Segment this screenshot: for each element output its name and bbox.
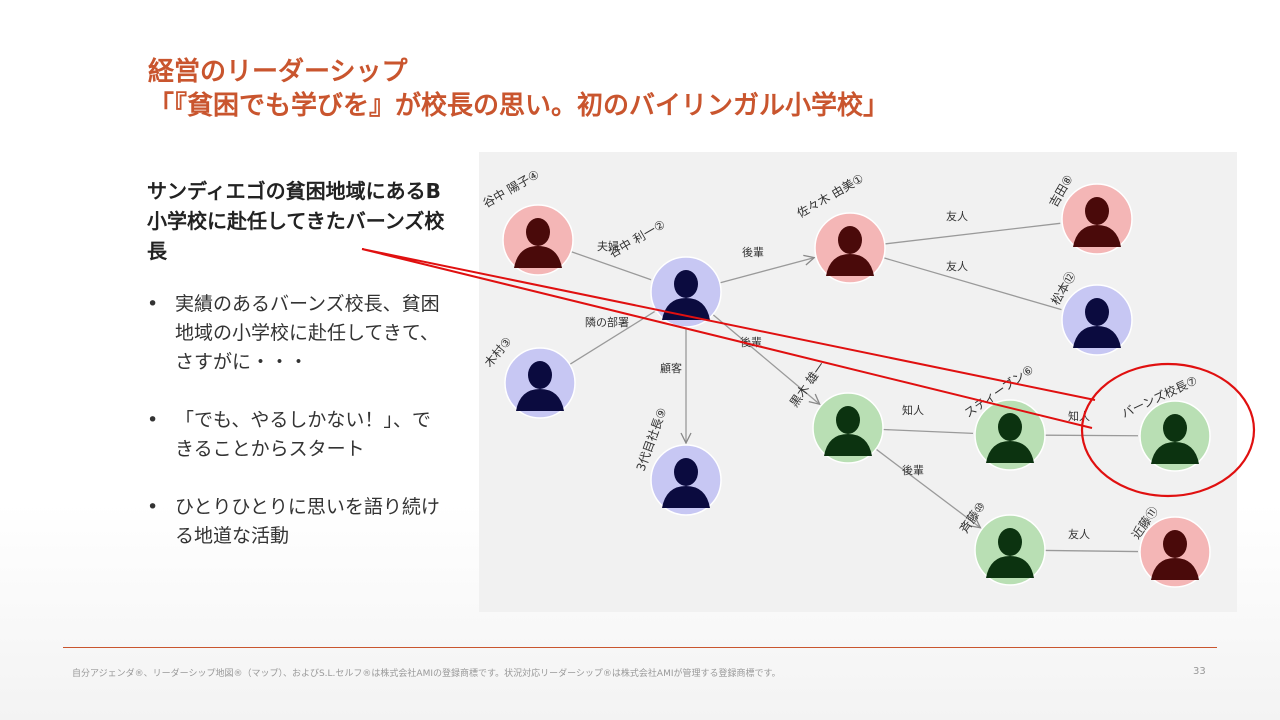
person-node[interactable]: 斉藤⑩ [956,499,1046,586]
title-line-1: 経営のリーダーシップ [148,57,408,87]
edge-label: 顧客 [660,361,682,375]
person-node[interactable]: 佐々木 由美① [795,171,886,284]
title-line-2: 「『貧困でも学びを』が校長の思い。初のバイリンガル小学校」 [148,91,890,121]
edge-label: 隣の部署 [585,315,629,329]
bullet-dot: • [147,293,159,315]
edge-line [875,448,980,528]
person-name-label: 谷中 陽子④ [480,166,542,210]
edge-line [712,314,820,405]
person-silhouette-icon [824,406,872,456]
bullet-item: • ひとりひとりに思いを語り続ける地道な活動 [147,493,447,551]
person-silhouette-icon [986,528,1034,578]
person-silhouette-icon [516,361,564,411]
highlight-ellipse [1080,362,1256,498]
person-silhouette-icon [662,458,710,508]
edge-label: 友人 [1068,527,1090,541]
person-silhouette-icon [1073,197,1121,247]
edge-line [1044,549,1139,553]
edge-line [883,257,1062,311]
person-node[interactable]: 木村③ [482,334,576,419]
bullet-list: • 実績のあるバーンズ校長、貧困地域の小学校に赴任してきて、さすがに・・・ • 「で… [147,290,447,580]
person-node[interactable]: 3代目社長⑨ [633,405,722,516]
person-name-label: 黒木 雄一 [786,359,828,410]
bullet-text: 「でも、やるしかない！」、できることからスタート [175,409,431,460]
edge-line [884,222,1061,245]
slide-title: 経営のリーダーシップ 「『貧困でも学びを』が校長の思い。初のバイリンガル小学校」 [148,55,889,123]
edge-label: 後輩 [742,245,764,259]
edge-label: 夫婦 [597,239,619,253]
person-node[interactable]: 黒木 雄一 [786,359,884,464]
person-node[interactable]: 吉田⑧ [1046,172,1133,255]
edge-line [1044,434,1139,437]
edge-label: 知人 [902,403,924,417]
edge-label: 友人 [946,209,968,223]
person-silhouette-icon [1151,414,1199,464]
edge-line [719,258,814,284]
footer-divider [63,647,1217,648]
bullet-dot: • [147,496,159,518]
edge-label: 友人 [946,259,968,273]
bullet-item: • 「でも、やるしかない！」、できることからスタート [147,406,447,464]
person-node[interactable]: 谷中 陽子④ [480,166,574,276]
person-node[interactable]: バーンズ校長⑦ [1119,373,1211,472]
edge-label: 後輩 [902,463,924,477]
person-silhouette-icon [986,413,1034,463]
person-name-label: 谷中 利一② [606,216,668,260]
footer-trademark-text: 自分アジェンダ®、リーダーシップ地図®（マップ）、およびS.L.セルフ®は株式会… [72,669,781,679]
bullet-text: ひとりひとりに思いを語り続ける地道な活動 [175,496,440,547]
lead-text: サンディエゴの貧困地域にあるB小学校に赴任してきたバーンズ校長 [147,179,445,263]
edge-line [882,428,974,435]
person-silhouette-icon [1073,298,1121,348]
person-silhouette-icon [826,226,874,276]
page-number: 33 [1193,666,1206,677]
callout-pointer-lines [361,248,1096,429]
bullet-item: • 実績のあるバーンズ校長、貧困地域の小学校に赴任してきて、さすがに・・・ [147,290,447,377]
edge-line [569,311,655,366]
person-silhouette-icon [662,270,710,320]
person-silhouette-icon [1151,530,1199,580]
bullet-text: 実績のあるバーンズ校長、貧困地域の小学校に赴任してきて、さすがに・・・ [175,293,440,373]
edge-line [570,250,652,281]
person-node[interactable]: 松本⑫ [1048,269,1133,356]
person-node[interactable]: スティーブン⑥ [961,362,1046,471]
person-silhouette-icon [514,218,562,268]
person-node[interactable]: 近藤⑪ [1129,504,1211,588]
bullet-dot: • [147,409,159,431]
